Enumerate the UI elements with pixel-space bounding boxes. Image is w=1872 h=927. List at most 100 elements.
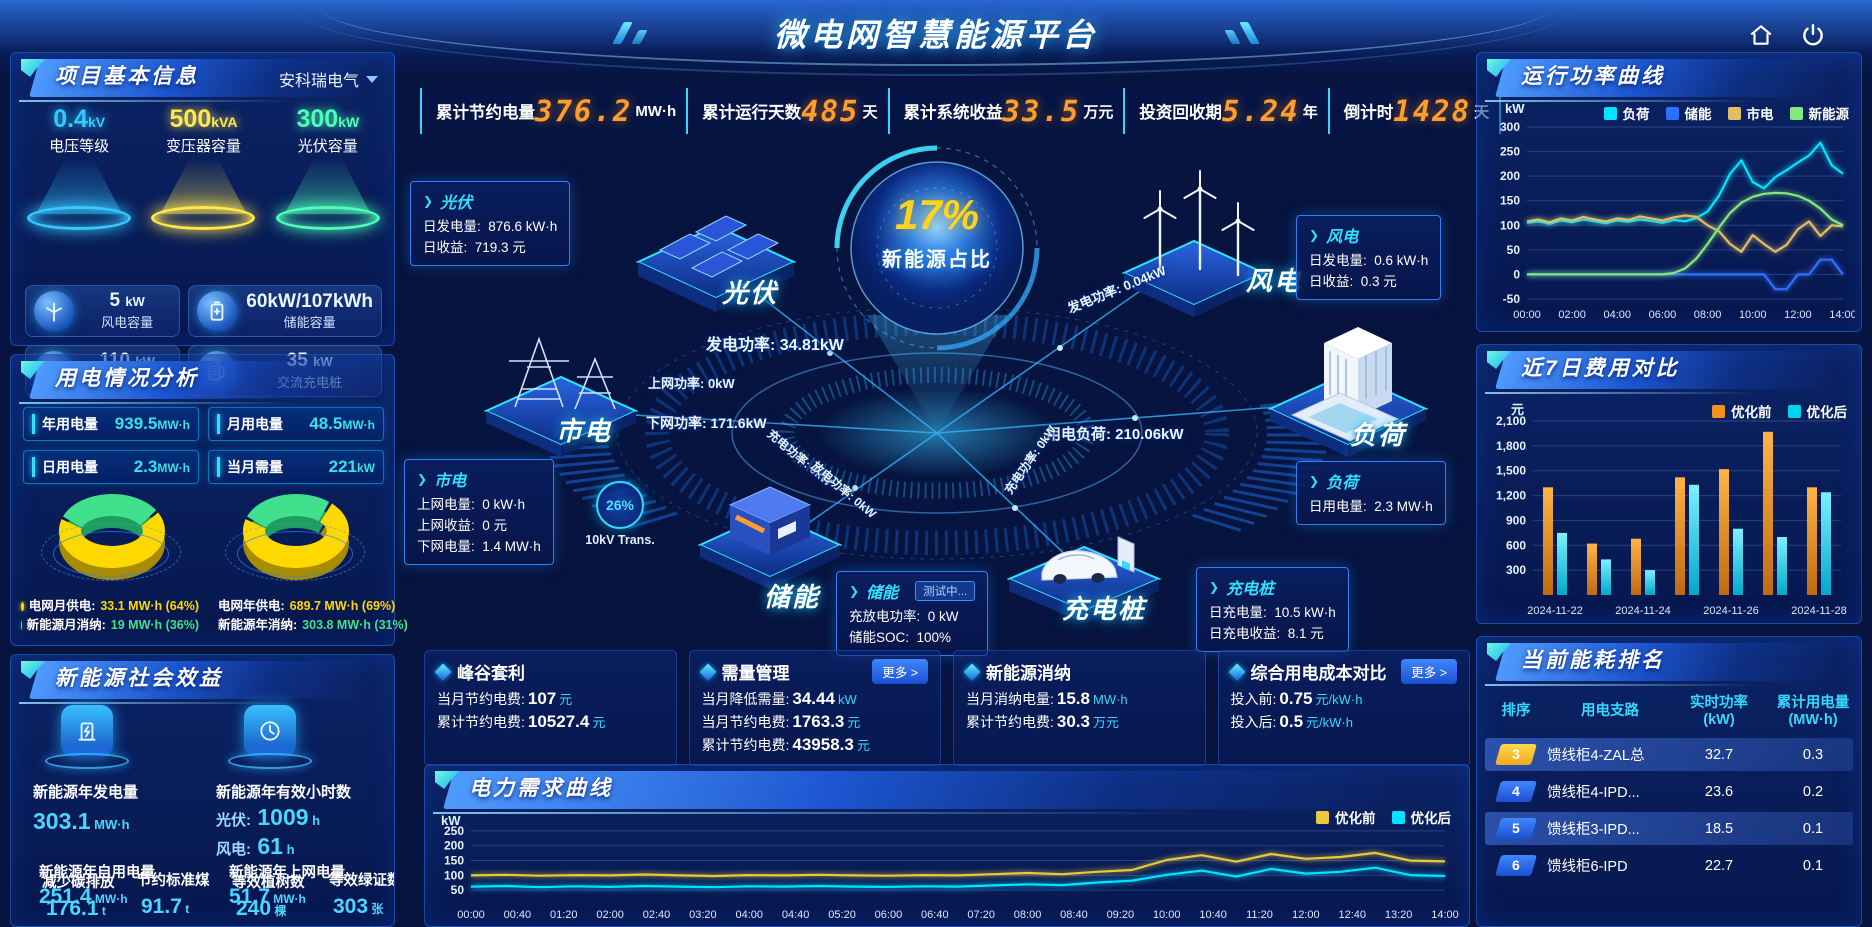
more-button[interactable]: 更多 > [872, 659, 928, 684]
table-row[interactable]: 3 馈线柜4-ZAL总 32.7 0.3 [1485, 738, 1853, 771]
project-info-panel: 项目基本信息 安科瑞电气 0.4kV 电压等级 500kVA 变压器容量 300… [10, 52, 395, 397]
kpi-item: 累计运行天数 485 天 [686, 88, 887, 134]
svg-text:10:40: 10:40 [1199, 909, 1227, 921]
legend-swatch [1391, 810, 1405, 824]
svg-text:00:00: 00:00 [457, 909, 485, 921]
legend-value: 19 MW·h (36%) [110, 618, 199, 632]
more-button[interactable]: 更多 > [1401, 659, 1457, 684]
rank-badge: 6 [1494, 855, 1538, 876]
svg-text:10:00: 10:00 [1153, 909, 1181, 921]
legend-item-优化后[interactable]: 优化后 [1787, 401, 1847, 421]
rank-header-cell[interactable]: 累计用电量 (MW·h) [1776, 695, 1850, 728]
ticker-label: 等效绿证数 [329, 873, 395, 889]
gauge-value: 0.4kV [53, 105, 106, 133]
svg-text:1,200: 1,200 [1496, 489, 1526, 503]
svg-text:06:00: 06:00 [1649, 309, 1677, 321]
stat-card-title: 需量管理 更多 > [699, 659, 928, 684]
bar-after [1645, 570, 1655, 595]
legend-row: 电网月供电: 33.1 MW·h (64%) 电网年供电: 689.7 MW·h… [21, 597, 395, 616]
bar-after [1557, 532, 1567, 595]
rank-header-cell[interactable]: 实时功率 (kW) [1690, 695, 1748, 728]
cost-chart: 2,100 1,800 1,500 1,200 900 600 300 2024-11-22 2… [1496, 414, 1847, 617]
benefit-panel: 新能源社会效益 新能源年发电量 303.1 MW·h 新能源年有效小时数 光伏: 1… [10, 654, 395, 927]
rank-badge: 3 [1494, 744, 1538, 765]
flow-label: 发电功率: 34.81kW [706, 337, 844, 354]
month-donut-chart [27, 483, 197, 595]
svg-text:14:00: 14:00 [1829, 309, 1855, 321]
table-row[interactable]: 4 馈线柜4-IPD... 23.6 0.2 [1485, 775, 1853, 808]
table-row[interactable]: 6 馈线柜6-IPD 22.7 0.1 [1485, 849, 1853, 882]
realtime-power: 22.7 [1704, 857, 1734, 874]
svg-text:09:20: 09:20 [1107, 909, 1135, 921]
legend-item-市电[interactable]: 市电 [1727, 103, 1774, 123]
svg-text:02:00: 02:00 [596, 909, 624, 921]
legend-item-优化前[interactable]: 优化前 [1316, 807, 1376, 827]
card-row: 日用电量: 2.3 MW·h [1309, 499, 1433, 514]
benefit-label: 新能源年有效小时数 [216, 784, 352, 801]
demand-legend: 优化前 优化后 [1316, 807, 1451, 827]
hours-icon [244, 705, 296, 757]
legend-item-储能[interactable]: 储能 [1665, 103, 1712, 123]
battery-container-icon [728, 486, 812, 555]
legend-item[interactable]: 电网年供电: 689.7 MW·h (69%) [213, 597, 395, 616]
total-energy: 0.2 [1802, 783, 1824, 800]
benefit-value: 风电: 61 h [216, 833, 295, 859]
arrow-icon: ❯ [1309, 228, 1320, 242]
chip-value: 221kW [328, 457, 375, 476]
load-node[interactable] [1267, 327, 1429, 457]
svg-text:05:20: 05:20 [828, 909, 856, 921]
panel-header: 近7日费用对比 [1485, 351, 1853, 394]
charger-node[interactable] [1006, 536, 1162, 623]
gauge-label: 变压器容量 [165, 138, 241, 155]
wind-node[interactable] [1121, 170, 1267, 317]
svg-text:900: 900 [1506, 513, 1526, 527]
grid-node[interactable] [483, 336, 639, 457]
panel-title: 近7日费用对比 [1521, 357, 1680, 380]
wind-turbines-icon [1143, 170, 1255, 277]
legend-item-优化后[interactable]: 优化后 [1391, 807, 1451, 827]
legend-item[interactable]: 新能源年消纳: 303.8 MW·h (31%) [213, 616, 408, 635]
rank-badge: 5 [1494, 818, 1538, 839]
transformer-load-badge: 26% [596, 481, 644, 529]
gauge-base [275, 206, 380, 230]
panel-header: 当前能耗排名 [1485, 643, 1853, 686]
svg-text:-50: -50 [1503, 292, 1521, 306]
panel-title: 当前能耗排名 [1521, 649, 1665, 672]
pv-node[interactable] [635, 215, 797, 312]
kpi-item: 累计节约电量 376.2 MW·h [420, 88, 686, 134]
total-energy: 0.1 [1802, 857, 1824, 874]
power-unit-label: kW [1505, 101, 1525, 116]
legend-item-优化前[interactable]: 优化前 [1712, 401, 1772, 421]
title-decor-right [1224, 22, 1260, 44]
legend-item[interactable]: 电网月供电: 33.1 MW·h (64%) [21, 597, 199, 616]
rank-header-cell[interactable]: 用电支路 [1581, 703, 1639, 719]
stat-card-title: 峰谷套利 [434, 659, 664, 684]
diamond-icon [434, 663, 452, 680]
legend-item-负荷[interactable]: 负荷 [1603, 103, 1650, 123]
tile-value: 60kW/107kWh [246, 290, 373, 312]
power-icon[interactable] [1794, 16, 1832, 54]
ticker-label: 新能源年上网电量 [229, 865, 345, 881]
table-row[interactable]: 5 馈线柜3-IPD... 18.5 0.1 [1485, 812, 1853, 845]
ranking-table-header: 排序 用电支路 实时功率 (kW) 累计用电量 (MW·h) [1477, 681, 1861, 734]
card-row: 日收益: 0.3 元 [1309, 274, 1397, 289]
rank-header-cell[interactable]: 排序 [1501, 703, 1531, 719]
diamond-icon [1228, 663, 1245, 680]
home-icon[interactable] [1742, 16, 1780, 54]
card-row: 下网电量: 1.4 MW·h [417, 539, 541, 554]
legend-dot [21, 602, 24, 611]
storage-node[interactable] [697, 486, 843, 589]
legend-label: 电网月供电: [28, 599, 96, 613]
panel-header: 项目基本信息 [19, 59, 386, 102]
kpi-value: 485 [801, 94, 860, 128]
ticker-label: 新能源年自用电量 [39, 865, 155, 881]
chip-value: 2.3MW·h [133, 457, 190, 476]
legend-item-新能源[interactable]: 新能源 [1789, 103, 1849, 123]
company-select[interactable]: 安科瑞电气 [279, 67, 378, 91]
svg-text:00:40: 00:40 [504, 909, 532, 921]
center-sphere [850, 161, 1024, 335]
rank-badge: 4 [1494, 781, 1538, 802]
stat-row: 累计节约电费: 43958.3 元 [701, 735, 870, 754]
legend-item[interactable]: 新能源月消纳: 19 MW·h (36%) [21, 616, 199, 635]
